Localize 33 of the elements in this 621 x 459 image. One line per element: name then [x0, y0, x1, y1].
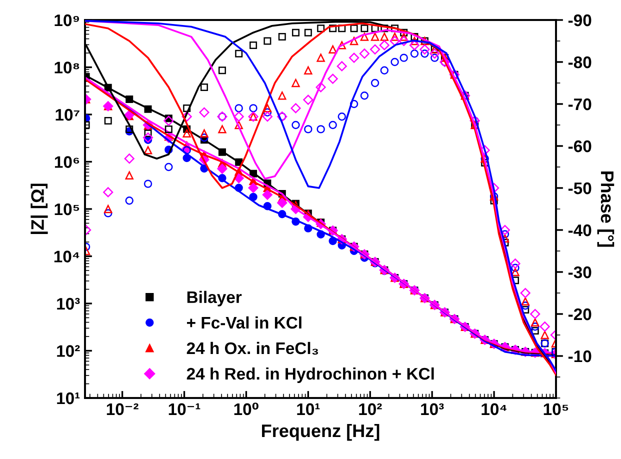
x-tick-label: 10⁰: [234, 402, 258, 416]
y2-tick-label: -50: [568, 182, 592, 194]
y-tick-label: 10¹: [57, 392, 80, 404]
y2-tick-label: -90: [568, 14, 592, 26]
y2-tick-label: -30: [568, 266, 592, 278]
y2-tick-label: -60: [568, 140, 592, 152]
x-tick-label: 10⁻¹: [168, 403, 200, 416]
x-tick-label: 10⁵: [544, 403, 568, 416]
y-tick-label: 10²: [57, 345, 80, 357]
x-tick-label: 10⁻²: [106, 403, 138, 416]
legend-label: 24 h Red. in Hydrochinon + KCl: [186, 367, 434, 383]
y-tick-label: 10⁸: [54, 62, 80, 74]
y2-tick-label: -70: [568, 98, 592, 110]
x-axis-title: Frequenz [Hz]: [262, 424, 380, 441]
y2-tick-label: -20: [568, 308, 592, 320]
legend-label: + Fc-Val in KCl: [187, 316, 302, 329]
legend-label: Bilayer: [187, 290, 242, 306]
x-tick-label: 10⁴: [482, 403, 506, 416]
y-tick-label: 10⁵: [54, 203, 80, 216]
x-tick-label: 10²: [359, 403, 382, 416]
y2-tick-label: -40: [568, 224, 592, 236]
y2-tick-label: -10: [568, 350, 592, 362]
y-axis-title: |Z| [Ω]: [30, 184, 48, 234]
legend-label: 24 h Ox. in FeCl₃: [186, 342, 318, 355]
y-tick-label: 10³: [57, 298, 80, 310]
x-tick-label: 10³: [421, 403, 444, 416]
y-tick-label: 10⁶: [54, 156, 80, 168]
y-tick-label: 10⁴: [54, 250, 80, 262]
x-tick-label: 10¹: [297, 403, 320, 416]
y2-tick-label: -80: [568, 56, 592, 68]
y2-axis-title: Phase [°]: [597, 171, 614, 247]
y-tick-label: 10⁷: [56, 108, 80, 121]
y-tick-label: 10⁹: [54, 14, 80, 26]
